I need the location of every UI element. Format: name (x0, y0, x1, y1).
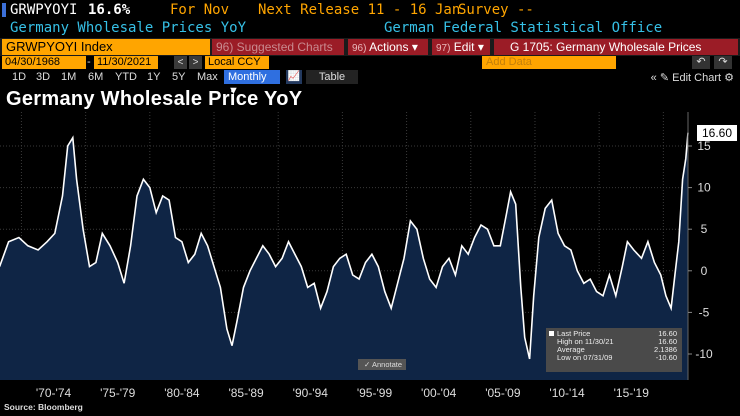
undo-icon[interactable]: ↶ (692, 56, 710, 69)
y-tick-label: 0 (701, 264, 708, 278)
last-price-marker: 16.60 (697, 125, 737, 141)
series-line (0, 132, 689, 360)
y-tick-label: -10 (695, 347, 713, 361)
start-date-input[interactable]: 04/30/1968 (2, 56, 86, 69)
period-bar: 1D 3D 1M 6M YTD 1Y 5Y Max Monthly ▼ 📈 Ta… (0, 70, 740, 97)
for-label: For Nov (170, 2, 230, 18)
end-date-input[interactable]: 11/30/2021 (94, 56, 158, 69)
pencil-icon: ✓ (364, 360, 372, 369)
legend-low-label: Low on 07/31/09 (557, 353, 613, 362)
x-tick-label: '15-'19 (613, 386, 649, 400)
prev-period-icon[interactable]: < (174, 56, 187, 69)
legend-high-value: 16.60 (658, 337, 677, 346)
x-tick-label: '75-'79 (100, 386, 136, 400)
security-subheader: Germany Wholesale Prices YoY German Fede… (0, 20, 740, 38)
next-period-icon[interactable]: > (189, 56, 202, 69)
legend-last-price: Last Price 16.60 (549, 330, 679, 338)
y-tick-label: 5 (701, 222, 708, 236)
edit-button[interactable]: 97) Edit ▾ (432, 39, 490, 55)
x-tick-label: '05-'09 (485, 386, 521, 400)
ticker-short: GRWPYOYI (10, 2, 78, 18)
legend-high: High on 11/30/21 16.60 (549, 338, 679, 346)
next-release: Next Release 11 - 16 Jan (258, 2, 461, 18)
frequency-select[interactable]: Monthly ▼ (224, 70, 280, 97)
period-1d[interactable]: 1D (12, 71, 27, 83)
legend-low-value: -10.60 (655, 353, 677, 362)
legend-high-label: High on 11/30/21 (557, 337, 614, 346)
annotate-button[interactable]: ✓ Annotate (358, 359, 406, 370)
legend-low: Low on 07/31/09 -10.60 (549, 354, 679, 362)
series-swatch (549, 331, 554, 336)
security-header: GRWPYOYI 16.6% For Nov Next Release 11 -… (0, 0, 740, 20)
table-button[interactable]: Table (306, 70, 358, 84)
period-6m[interactable]: 6M (88, 71, 104, 83)
legend-average-value: 2.1386 (654, 345, 677, 354)
date-range-bar: 04/30/1968 - 11/30/2021 < > Local CCY Ad… (0, 56, 740, 70)
period-max[interactable]: Max (197, 71, 218, 83)
edit-chart-label: Edit Chart (672, 72, 722, 84)
actions-number: 96) (352, 43, 367, 54)
source-name: German Federal Statistical Office (384, 20, 663, 36)
double-chevron-left-icon: « (650, 72, 657, 84)
legend-last-label: Last Price (557, 329, 591, 338)
y-tick-labels: 15 10 5 0 -5 -10 (688, 139, 713, 361)
x-tick-label: '10-'14 (549, 386, 585, 400)
ticker-field[interactable]: GRWPYOYI Index (2, 39, 210, 55)
header-marker (2, 3, 6, 17)
x-tick-label: '90-'94 (292, 386, 328, 400)
add-data-input[interactable]: Add Data (482, 56, 616, 69)
y-tick-label: -5 (699, 305, 710, 319)
pencil-icon: ✎ (659, 72, 670, 84)
chart-name-field[interactable]: G 1705: Germany Wholesale Prices (494, 39, 738, 55)
chart-legend[interactable]: Last Price 16.60 High on 11/30/21 16.60 Av… (546, 328, 682, 372)
chevron-down-icon: ▾ (411, 40, 418, 54)
redo-icon[interactable]: ↷ (714, 56, 732, 69)
suggested-charts-button[interactable]: 96) Suggested Charts (212, 39, 344, 55)
command-toolbar: GRWPYOYI Index 96) Suggested Charts 96) … (0, 38, 740, 56)
source-footer: Source: Bloomberg (4, 402, 83, 412)
last-value: 16.6% (88, 2, 131, 18)
gear-icon: ⚙ (724, 72, 734, 84)
line-chart-icon[interactable]: 📈 (286, 70, 302, 84)
x-tick-label: '85-'89 (228, 386, 264, 400)
series-name: Germany Wholesale Prices YoY (10, 20, 247, 36)
x-tick-label: '80-'84 (164, 386, 200, 400)
x-tick-label: '95-'99 (356, 386, 393, 400)
y-tick-label: 10 (697, 181, 711, 195)
chart-title: Germany Wholesale Price YoY (6, 88, 303, 110)
edit-number: 97) (436, 43, 451, 54)
period-3d[interactable]: 3D (36, 71, 51, 83)
currency-select[interactable]: Local CCY (205, 56, 269, 69)
x-tick-label: '70-'74 (35, 386, 72, 400)
x-tick-label: '00-'04 (421, 386, 457, 400)
actions-label: Actions (369, 40, 409, 54)
date-separator: - (87, 56, 91, 68)
edit-chart-button[interactable]: « ✎ Edit Chart ⚙ (651, 71, 734, 84)
period-1y[interactable]: 1Y (147, 71, 161, 83)
frequency-label: Monthly (228, 71, 267, 83)
legend-average-label: Average (557, 345, 585, 354)
legend-last-value: 16.60 (658, 329, 677, 338)
chevron-down-icon: ▼ (228, 85, 239, 97)
actions-button[interactable]: 96) Actions ▾ (348, 39, 428, 55)
annotate-label: Annotate (371, 360, 402, 369)
legend-average: Average 2.1386 (549, 346, 679, 354)
period-ytd[interactable]: YTD (115, 71, 137, 83)
survey: Survey -- (458, 2, 534, 18)
period-1m[interactable]: 1M (61, 71, 77, 83)
period-5y[interactable]: 5Y (172, 71, 186, 83)
edit-label: Edit (453, 40, 475, 54)
chevron-down-icon: ▾ (477, 40, 484, 54)
y-tick-label: 15 (697, 139, 711, 153)
